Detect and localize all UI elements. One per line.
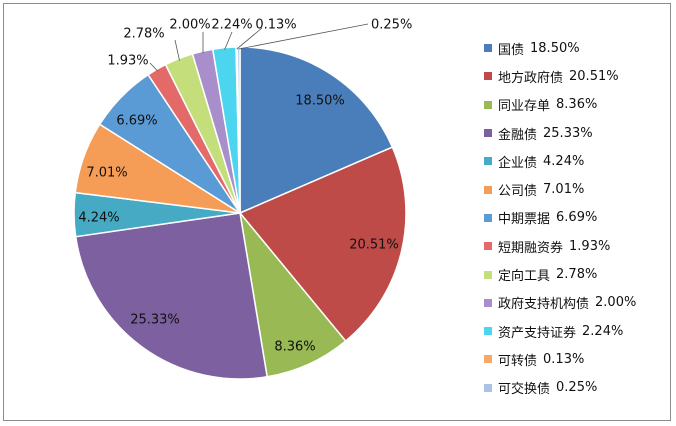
pie-slices [73,46,407,380]
data-label-7: 6.69% [116,114,157,129]
legend-percent: 4.24% [543,153,585,169]
legend-percent: 1.93% [569,238,611,254]
data-label-9: 2.78% [123,27,164,42]
legend-swatch [484,157,492,166]
legend-percent: 0.13% [543,351,585,367]
legend-label: 定向工具 [498,269,551,285]
data-label-2: 20.51% [349,238,399,253]
legend-item: 资产支持证券 2.24% [484,317,636,345]
legend-swatch [484,242,492,251]
legend-label: 国债 [498,42,525,58]
legend-item: 公司债 7.01% [484,175,636,203]
legend-swatch [484,270,492,279]
pie-slice-4 [74,212,269,380]
data-label-11: 2.24% [211,18,252,33]
legend-label: 短期融资券 [498,240,564,256]
leader-line-12 [236,27,263,50]
pie-slice-2 [238,146,407,343]
legend-percent: 0.25% [556,380,598,396]
legend-percent: 2.24% [582,323,624,339]
legend-swatch [484,44,492,53]
data-label-8: 1.93% [107,54,148,69]
legend-item: 金融债 25.33% [484,119,636,147]
legend-label: 中期票据 [498,212,551,228]
data-labels: 18.50% 20.51% 8.36% 25.33% 4.24% 7.01% 6.69% 1.… [78,18,412,355]
legend-swatch [484,383,492,392]
pie-slice-1 [239,46,394,215]
legend-swatch [484,72,492,81]
legend-label: 可转债 [498,353,538,369]
legend-item: 可转债 0.13% [484,345,636,373]
legend-percent: 2.00% [595,295,637,311]
legend-swatch [484,213,492,222]
data-label-3: 8.36% [274,340,315,355]
legend-item: 定向工具 2.78% [484,260,636,288]
pie-slice-3 [238,210,347,378]
data-label-12: 0.13% [255,18,296,33]
legend-item: 地方政府债 20.51% [484,62,636,90]
legend-item: 可交换债 0.25% [484,374,636,402]
data-label-1: 18.50% [295,94,345,109]
legend-swatch [484,298,492,307]
legend-item: 中期票据 6.69% [484,204,636,232]
legend-label: 金融债 [498,127,538,143]
legend-swatch [484,355,492,364]
legend-label: 可交换债 [498,382,551,398]
legend-item: 政府支持机构债 2.00% [484,289,636,317]
legend-label: 公司债 [498,184,538,200]
data-label-6: 7.01% [86,166,127,181]
legend-item: 企业债 4.24% [484,147,636,175]
legend-item: 国债 18.50% [484,34,636,62]
legend-percent: 8.36% [556,97,598,113]
data-label-10: 2.00% [169,18,210,33]
legend-swatch [484,185,492,194]
data-label-13: 0.25% [371,18,412,33]
legend: 国债 18.50% 地方政府债 20.51% 同业存单 8.36% 金融债 25.33% 企业债… [484,34,636,402]
legend-item: 短期融资券 1.93% [484,232,636,260]
legend-label: 同业存单 [498,99,551,115]
legend-label: 政府支持机构债 [498,297,590,313]
legend-swatch [484,129,492,138]
legend-label: 企业债 [498,155,538,171]
legend-label: 资产支持证券 [498,325,577,341]
legend-item: 同业存单 8.36% [484,91,636,119]
legend-percent: 2.78% [556,267,598,283]
leader-line-11 [224,31,233,50]
legend-percent: 7.01% [543,182,585,198]
legend-percent: 18.50% [530,40,580,56]
legend-swatch [484,327,492,336]
legend-percent: 20.51% [569,68,619,84]
data-label-5: 4.24% [78,211,119,226]
legend-percent: 6.69% [556,210,598,226]
leader-lines [149,23,369,72]
legend-swatch [484,100,492,109]
leader-line-8 [149,62,158,72]
data-label-4: 25.33% [130,313,180,328]
leader-line-13 [238,23,369,50]
legend-percent: 25.33% [543,125,593,141]
leader-line-9 [174,39,180,61]
legend-label: 地方政府债 [498,70,564,86]
